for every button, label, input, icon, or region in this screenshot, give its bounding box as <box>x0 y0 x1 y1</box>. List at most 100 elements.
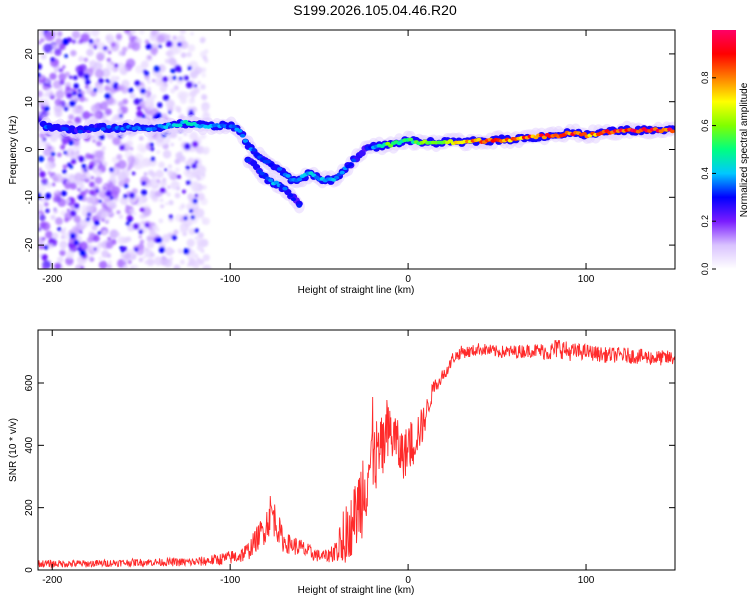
heatmap-speckle <box>105 190 112 197</box>
heatmap-speckle <box>39 240 45 246</box>
heatmap-ridge-core <box>231 124 237 129</box>
heatmap-speckle <box>188 177 193 182</box>
heatmap-ridge-core <box>163 125 169 130</box>
heatmap-speckle <box>186 169 191 174</box>
heatmap-speckle <box>159 84 168 93</box>
heatmap-speckle <box>147 55 152 60</box>
heatmap-speckle <box>84 84 89 89</box>
snr-xtick-label: 100 <box>578 575 595 586</box>
heatmap-speckle <box>98 199 102 203</box>
colorbar-tick-label: 0.0 <box>700 263 710 276</box>
heatmap-speckle <box>38 183 46 193</box>
spectrogram-xtick-label: -100 <box>220 274 240 285</box>
heatmap-speckle <box>170 68 176 74</box>
heatmap-speckle <box>194 66 203 75</box>
heatmap-speckle <box>134 80 141 87</box>
heatmap-speckle <box>136 143 146 152</box>
heatmap-speckle <box>75 150 80 155</box>
heatmap-speckle <box>134 247 139 252</box>
heatmap-speckle <box>179 40 189 50</box>
figure-title: S199.2026.105.04.46.R20 <box>293 2 457 18</box>
heatmap-ridge-core <box>333 175 340 180</box>
heatmap-speckle <box>54 70 58 74</box>
heatmap-speckle <box>74 104 84 114</box>
heatmap-speckle <box>54 98 62 106</box>
heatmap-speckle <box>132 211 137 216</box>
heatmap-speckle <box>54 48 62 56</box>
heatmap-speckle <box>185 203 193 211</box>
heatmap-speckle <box>158 246 166 254</box>
heatmap-speckle <box>123 193 128 199</box>
heatmap-ridge-core <box>245 158 251 163</box>
heatmap-speckle <box>201 173 206 177</box>
heatmap-speckle <box>188 228 196 235</box>
heatmap-speckle <box>94 69 104 79</box>
heatmap-speckle <box>93 87 98 93</box>
heatmap-speckle <box>196 238 205 247</box>
heatmap-speckle <box>170 88 176 94</box>
heatmap-speckle <box>131 41 141 52</box>
heatmap-speckle <box>179 225 188 234</box>
spectrogram-ytick-label: -20 <box>24 237 35 252</box>
heatmap-speckle <box>173 229 179 235</box>
heatmap-speckle <box>45 230 53 239</box>
heatmap-speckle <box>132 223 140 230</box>
heatmap-speckle <box>188 109 194 115</box>
heatmap-speckle <box>88 39 94 44</box>
heatmap-speckle <box>173 264 181 269</box>
heatmap-speckle <box>177 90 187 100</box>
heatmap-speckle <box>200 67 207 73</box>
heatmap-speckle <box>44 192 52 200</box>
heatmap-speckle <box>146 258 155 267</box>
heatmap-speckle <box>152 224 159 231</box>
heatmap-speckle <box>41 178 49 186</box>
heatmap-ridge-core <box>282 186 288 191</box>
heatmap-speckle <box>70 210 77 217</box>
heatmap-speckle <box>191 140 199 148</box>
heatmap-speckle <box>69 244 78 253</box>
heatmap-speckle <box>63 150 68 155</box>
heatmap-speckle <box>41 265 47 269</box>
heatmap-speckle <box>38 155 45 162</box>
heatmap-speckle <box>107 236 112 241</box>
heatmap-speckle <box>38 146 42 152</box>
heatmap-speckle <box>140 60 149 69</box>
heatmap-speckle <box>201 94 208 101</box>
heatmap-speckle <box>166 49 173 57</box>
heatmap-speckle <box>69 182 77 190</box>
heatmap-speckle <box>112 83 118 89</box>
spectrogram-ytick-label: -10 <box>24 190 35 205</box>
heatmap-speckle <box>145 43 153 50</box>
heatmap-speckle <box>78 56 84 62</box>
heatmap-speckle <box>86 244 93 251</box>
heatmap-speckle <box>105 197 110 203</box>
heatmap-speckle <box>202 254 210 262</box>
heatmap-speckle <box>94 150 103 159</box>
heatmap-ridge-core <box>273 180 280 185</box>
heatmap-speckle <box>139 81 144 86</box>
heatmap-speckle <box>84 188 90 194</box>
heatmap-speckle <box>117 109 123 114</box>
spectrogram-xtick-label: -200 <box>42 274 62 285</box>
heatmap-speckle <box>128 87 134 94</box>
heatmap-speckle <box>154 256 164 266</box>
heatmap-speckle <box>135 65 144 74</box>
heatmap-speckle <box>146 240 155 249</box>
heatmap-speckle <box>168 57 176 66</box>
heatmap-speckle <box>40 106 44 110</box>
heatmap-speckle <box>70 49 77 57</box>
heatmap-speckle <box>93 61 103 71</box>
heatmap-ridge-core <box>259 171 265 176</box>
heatmap-speckle <box>95 161 100 167</box>
heatmap-speckle <box>183 75 189 81</box>
heatmap-speckle <box>110 75 117 83</box>
heatmap-speckle <box>191 250 196 255</box>
heatmap-speckle <box>81 173 87 179</box>
heatmap-speckle <box>134 153 144 163</box>
heatmap-speckle <box>63 106 69 112</box>
heatmap-speckle <box>60 144 66 150</box>
heatmap-speckle <box>131 30 137 34</box>
heatmap-speckle <box>168 199 174 206</box>
heatmap-speckle <box>56 152 62 158</box>
